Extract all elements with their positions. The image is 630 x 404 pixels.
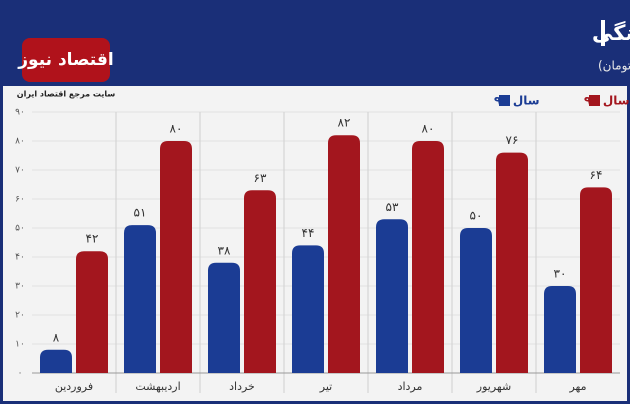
- logo-box: [22, 38, 110, 82]
- bar: [244, 190, 276, 373]
- bar: [460, 228, 492, 373]
- legend-swatch: [499, 95, 510, 106]
- value-label: ۳۸: [218, 243, 231, 257]
- title-bar: [601, 20, 605, 46]
- legend-swatch: [589, 95, 600, 106]
- value-label: ۷۶: [506, 133, 519, 147]
- y-tick-label: ۱۰: [15, 340, 25, 350]
- value-label: ۴۴: [302, 226, 315, 240]
- bar: [76, 251, 108, 373]
- x-tick-label: مهر: [568, 380, 586, 393]
- value-label: ۵۱: [134, 206, 147, 220]
- bar: [292, 245, 324, 373]
- bar: [40, 349, 72, 373]
- bar: [328, 135, 360, 373]
- y-tick-label: ۸۰: [15, 137, 25, 147]
- y-tick-label: ۲۰: [15, 311, 25, 321]
- value-label: ۵۳: [386, 200, 399, 214]
- x-tick-label: خرداد: [229, 380, 255, 393]
- logo-tagline: سایت مرجع اقتصاد ایران: [17, 90, 116, 99]
- x-tick-label: تیر: [319, 380, 332, 393]
- x-tick-label: اردیبهشت: [135, 380, 180, 393]
- bar: [160, 141, 192, 373]
- chart-subtitle: (واحد: هزار میلیارد تومان): [598, 59, 630, 74]
- bar: [208, 262, 240, 373]
- value-label: ۸۰: [422, 122, 435, 136]
- value-label: ۶۳: [254, 171, 267, 185]
- legend-label: سال ۹۹: [584, 94, 630, 108]
- legend-label: سال ۹۸: [494, 94, 540, 108]
- value-label: ۵۰: [470, 209, 483, 223]
- value-label: ۴۲: [86, 232, 99, 246]
- value-label: ۸۲: [338, 116, 351, 130]
- bar: [412, 141, 444, 373]
- value-label: ۸: [53, 330, 60, 344]
- value-label: ۳۰: [554, 267, 567, 281]
- y-tick-label: ۴۰: [15, 253, 25, 263]
- logo-name: اقتصاد نیوز: [17, 50, 113, 70]
- y-tick-label: ۹۰: [15, 108, 25, 118]
- x-tick-label: فروردین: [55, 380, 93, 393]
- bar: [580, 187, 612, 373]
- x-tick-label: مرداد: [398, 380, 423, 393]
- value-label: ۸۰: [170, 122, 183, 136]
- value-label: ۶۴: [590, 168, 603, 182]
- bar: [496, 152, 528, 373]
- y-tick-label: ۳۰: [15, 282, 25, 292]
- bar: [124, 225, 156, 373]
- y-tick-label: ۶۰: [15, 195, 25, 205]
- y-tick-label: ۵۰: [15, 224, 25, 234]
- y-tick-label: ۷۰: [15, 166, 25, 176]
- x-tick-label: شهریور: [476, 380, 511, 393]
- y-tick-label: ۰: [18, 369, 23, 379]
- chart-title: افزایش ماهانه مقدار نقدینگی: [592, 20, 630, 45]
- bar: [376, 219, 408, 373]
- bar: [544, 286, 576, 373]
